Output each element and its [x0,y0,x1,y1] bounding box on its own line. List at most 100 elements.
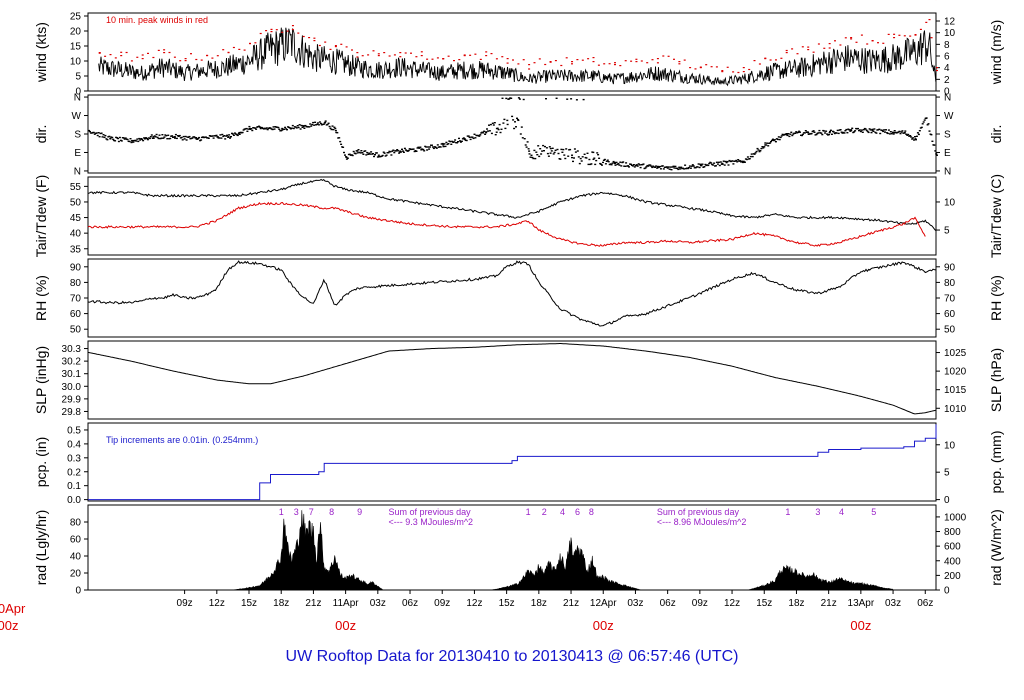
direction-point [88,129,90,132]
direction-dot [680,166,683,168]
direction-dot [837,132,840,135]
peak-wind-point [592,61,595,63]
direction-dot [384,155,387,157]
direction-dot [228,134,231,136]
peak-wind-dot [340,43,343,45]
direction-dot [872,130,875,132]
direction-dot [875,132,878,134]
peak-wind-point [528,64,531,66]
direction-dot [573,148,576,150]
direction-dot [788,135,791,138]
direction-dot [573,157,575,159]
series-precipitation [87,424,937,501]
y-tick-label-right: 400 [944,556,961,567]
direction-dot [545,98,547,100]
peak-wind-dot [173,56,176,58]
direction-dot [524,144,527,146]
y-tick-label-right: 12 [944,17,956,28]
direction-dot [888,133,891,135]
y-tick-label-right: 4 [944,63,950,74]
direction-dot [354,153,357,155]
direction-dot [123,138,126,140]
peak-wind-dot [640,60,643,62]
direction-dot [553,151,556,154]
y-tick-label-left: S [74,130,81,141]
direction-dot [247,128,250,130]
peak-wind-point [613,64,616,66]
direction-dot [304,124,307,127]
direction-dot [135,140,138,142]
direction-point [785,134,788,136]
radiation-area [490,537,641,591]
direction-dot [627,165,630,167]
direction-dot [223,135,226,137]
peak-wind-dot [705,64,708,66]
direction-dot [479,134,482,136]
direction-dot [549,147,552,150]
peak-wind-dot [458,59,461,61]
peak-wind-dot [936,69,938,72]
direction-point [592,158,595,161]
direction-dot [854,130,857,132]
direction-dot [688,165,691,167]
direction-dot [207,137,210,139]
direction-dot [825,130,828,132]
y-tick-label-left: 40 [70,552,82,563]
peak-wind-dot [361,55,364,57]
direction-dot [346,157,349,159]
direction-dot [211,135,214,137]
x-tick-label: 15z [756,598,772,609]
direction-dot [136,138,139,140]
y-tick-label-left: 80 [70,278,82,289]
direction-dot [891,131,894,133]
direction-point [613,162,616,165]
peak-wind-point [699,67,702,69]
direction-dot [185,139,188,141]
peak-wind-dot [662,55,665,57]
direction-dot [631,165,634,167]
peak-wind-point [442,58,445,60]
direction-dot [403,147,406,150]
direction-dot [316,123,318,126]
direction-dot [563,154,566,156]
y-tick-label-right: 0 [944,87,950,98]
direction-dot [659,168,662,170]
direction-dot [712,164,715,166]
direction-dot [601,164,603,166]
direction-dot [443,143,446,145]
tip-mark-label: 4 [839,507,844,517]
direction-dot [917,133,920,136]
peak-wind-dot [710,66,713,68]
x-tick-label: 12Apr [590,598,617,609]
direction-dot [887,129,890,131]
direction-dot [146,138,149,141]
direction-dot [117,140,120,143]
direction-dot [633,166,636,168]
peak-wind-point [678,61,681,63]
tip-mark-label: 5 [871,507,876,517]
y-tick-label-left: 55 [70,182,82,193]
direction-dot [219,134,222,136]
direction-dot [813,131,816,133]
direction-dot [497,128,500,131]
direction-point [936,154,938,156]
direction-dot [266,128,269,131]
direction-dot [283,128,286,130]
direction-dot [265,127,268,129]
direction-dot [595,159,598,162]
peak-wind-dot [785,49,788,52]
y-tick-label-left: 60 [70,535,82,546]
direction-dot [746,156,749,158]
peak-wind-dot [281,31,284,33]
peak-wind-dot [469,54,472,56]
direction-dot [836,129,839,132]
peak-wind-dot [715,66,718,68]
direction-dot [295,127,298,129]
direction-dot [447,143,450,145]
direction-dot [543,150,545,152]
direction-dot [862,129,865,131]
peak-wind-dot [732,71,735,73]
direction-dot [665,166,668,168]
direction-point [871,129,874,132]
direction-dot [913,139,915,141]
